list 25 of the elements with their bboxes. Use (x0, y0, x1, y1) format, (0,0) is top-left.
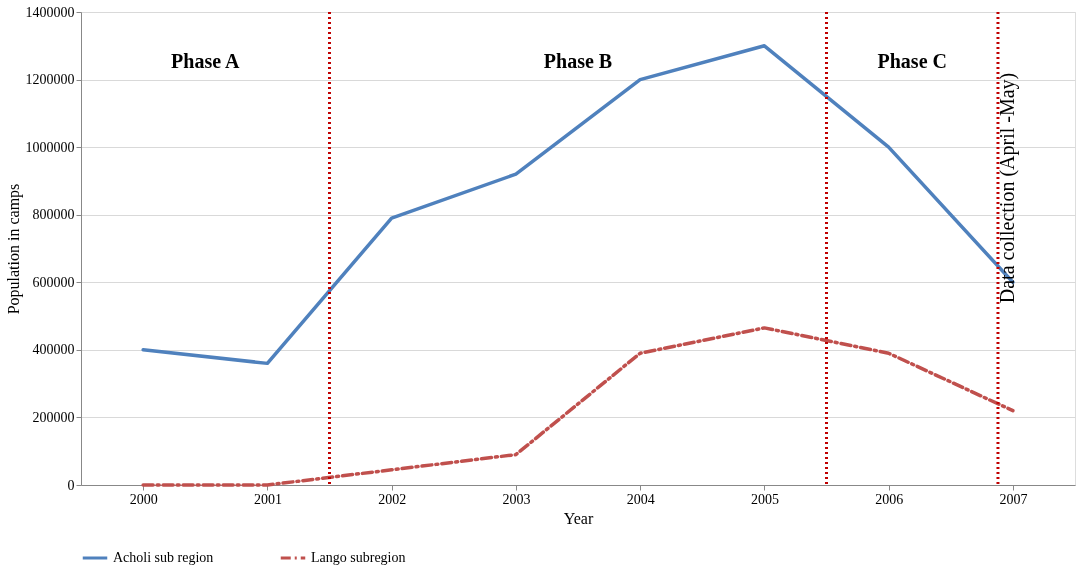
x-tick-label: 2003 (502, 491, 531, 507)
ref-line-label: Data collection (April -May) (995, 72, 1019, 304)
x-axis-title: Year (563, 509, 594, 527)
y-tick-label: 600000 (32, 274, 75, 290)
y-tick-label: 800000 (32, 207, 75, 223)
x-tick-label: 2000 (129, 491, 158, 507)
x-tick-label: 2007 (999, 491, 1028, 507)
x-tick-label: 2006 (875, 491, 904, 507)
annotation: Phase C (877, 50, 947, 72)
legend-label: Acholi sub region (113, 550, 214, 565)
y-tick-label: 0 (67, 477, 75, 493)
x-tick-label: 2005 (750, 491, 779, 507)
x-tick-label: 2001 (253, 491, 282, 507)
x-tick-label: 2004 (626, 491, 655, 507)
annotation: Phase B (543, 50, 613, 72)
legend-label: Lango subregion (311, 550, 406, 565)
y-tick-label: 200000 (32, 409, 75, 425)
y-tick-label: 1000000 (25, 139, 75, 155)
y-tick-label: 400000 (32, 342, 75, 358)
annotation: Phase A (171, 50, 240, 72)
y-tick-label: 1400000 (25, 4, 75, 20)
y-tick-label: 1200000 (25, 72, 75, 88)
y-axis-title: Population in camps (4, 183, 23, 315)
line-series (141, 326, 1015, 487)
x-tick-label: 2002 (378, 491, 407, 507)
